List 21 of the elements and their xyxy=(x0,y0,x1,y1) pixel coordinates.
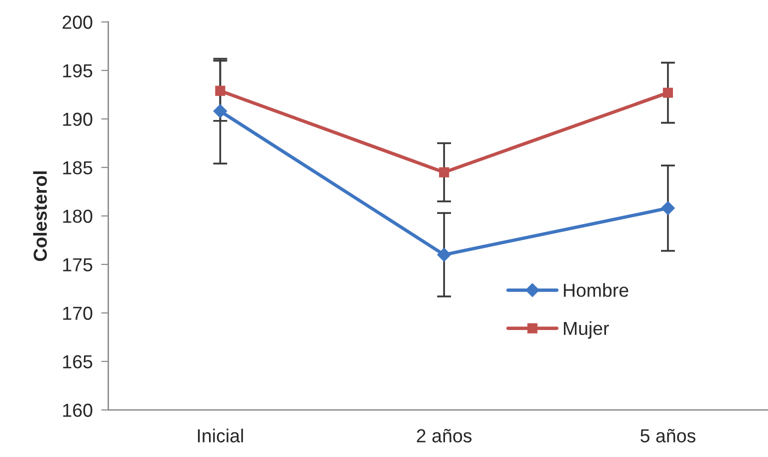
point xyxy=(661,201,675,216)
legend-label: Hombre xyxy=(564,283,628,297)
y-tick-label: 170 xyxy=(63,306,92,320)
y-tick-label: 195 xyxy=(63,64,92,78)
point xyxy=(215,86,226,96)
x-tick-label: 5 años xyxy=(640,428,696,442)
y-tick-label: 165 xyxy=(63,355,92,368)
y-tick-label: 175 xyxy=(63,258,92,272)
point xyxy=(437,248,451,262)
legend-label: Mujer xyxy=(564,321,609,339)
y-tick-label: 160 xyxy=(63,404,92,417)
x-tick-label: Inicial xyxy=(198,428,243,442)
point xyxy=(213,104,228,118)
x-tick-label: 2 años xyxy=(416,428,472,442)
y-axis-title: Colesterol xyxy=(33,171,47,262)
y-tick-label: 190 xyxy=(63,112,92,126)
point xyxy=(439,167,450,178)
y-tick-label: 185 xyxy=(63,161,92,174)
y-tick-label: 200 xyxy=(62,16,92,29)
point xyxy=(662,88,673,98)
y-tick-label: 180 xyxy=(63,210,92,223)
